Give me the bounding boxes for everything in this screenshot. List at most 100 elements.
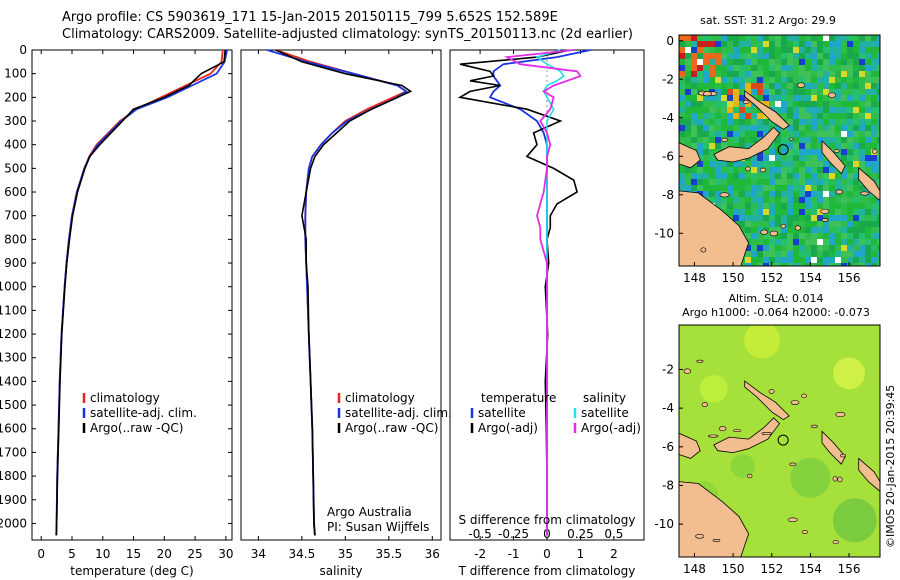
salinity-axis: 34 34.5 35 35.5 36: [251, 50, 440, 561]
landmass: [744, 380, 790, 421]
sst-map: 148 150 152 154 156 0 -2 -4 -6 -8 -10: [654, 34, 881, 285]
y-tick-label: 2000: [0, 516, 27, 530]
sla-map-title: Altim. SLA: 0.014: [728, 292, 823, 305]
legend-label: satellite: [581, 406, 629, 420]
temperature-series: [55, 49, 228, 536]
temperature-panel: 0100200300400500600700800900100011001200…: [0, 43, 644, 578]
legend-label: satellite-adj. clim.: [345, 406, 452, 420]
x-tick-label: 30: [218, 547, 233, 561]
lat-tick-label: -4: [662, 111, 674, 125]
lat-tick-label: 0: [666, 34, 674, 48]
x-tick-label: 0.5: [604, 527, 623, 541]
x-tick-label: 1: [577, 547, 585, 561]
salinity-xlabel: salinity: [319, 564, 362, 578]
y-tick-label: 1700: [0, 445, 27, 459]
lat-tick-label: -2: [662, 72, 674, 86]
pi-label: PI: Susan Wijffels: [327, 520, 429, 534]
y-tick-label: 600: [4, 185, 27, 199]
y-tick-label: 1300: [0, 351, 27, 365]
lon-tick-label: 154: [799, 562, 822, 576]
x-tick-label: -2: [474, 547, 486, 561]
temperature-axes-frame: [31, 49, 233, 541]
x-tick-label: -0.5: [468, 527, 491, 541]
temperature-axis: 0 5 10 15 20 25 30: [37, 50, 233, 561]
landmass: [713, 417, 781, 454]
y-tick-label: 900: [4, 256, 27, 270]
landmass: [858, 457, 880, 492]
climatology-title: Climatology: CARS2009. Satellite-adjuste…: [62, 27, 633, 42]
lon-tick-label: 156: [838, 271, 861, 285]
sst-map-title: sat. SST: 31.2 Argo: 29.9: [700, 14, 836, 27]
lon-tick-label: 152: [760, 271, 783, 285]
x-tick-label: -1: [508, 547, 520, 561]
y-tick-label: 1500: [0, 398, 27, 412]
argo-position-marker: [777, 144, 789, 156]
lon-tick-label: 150: [722, 271, 745, 285]
legend-label: Argo(-adj): [478, 421, 538, 435]
y-tick-label: 1600: [0, 422, 27, 436]
salinity-panel: 34 34.5 35 35.5 36 salinity climatologysatel…: [240, 49, 452, 578]
landmass: [858, 166, 880, 202]
lon-tick-label: 148: [683, 271, 706, 285]
lat-tick-label: -8: [662, 478, 674, 492]
x-tick-label: 25: [187, 547, 202, 561]
landmass: [713, 126, 781, 163]
lat-tick-label: -2: [662, 362, 674, 376]
sst-field: [679, 35, 880, 266]
y-tick-label: 1400: [0, 374, 27, 388]
sst-map-panel: sat. SST: 31.2 Argo: 29.9 148 150 152 154 15…: [654, 14, 881, 285]
lat-tick-label: -8: [662, 188, 674, 202]
y-tick-label: 700: [4, 209, 27, 223]
temperature-xlabel: temperature (deg C): [70, 564, 193, 578]
lat-tick-label: -4: [662, 401, 674, 415]
y-tick-label: 1200: [0, 327, 27, 341]
y-tick-label: 500: [4, 161, 27, 175]
y-tick-label: 1900: [0, 493, 27, 507]
legend-group-temperature: temperature: [481, 391, 556, 405]
x-tick-label: -0.25: [498, 527, 529, 541]
lat-tick-label: -10: [654, 226, 674, 240]
legend-label: Argo(-adj): [581, 421, 641, 435]
y-tick-label: 200: [4, 90, 27, 104]
y-tick-label: 800: [4, 232, 27, 246]
sla-map-panel: Altim. SLA: 0.014 Argo h1000: -0.064 h20…: [654, 292, 881, 576]
x-tick-label: 10: [95, 547, 110, 561]
legend-label: Argo(..raw -QC): [345, 421, 438, 435]
lat-tick-label: -6: [662, 440, 674, 454]
x-tick-label: 15: [126, 547, 141, 561]
y-tick-label: 1000: [0, 280, 27, 294]
y-tick-label: 400: [4, 138, 27, 152]
y-tick-label: 100: [4, 67, 27, 81]
argo-position-marker: [777, 434, 789, 446]
s-difference-label: S difference from climatology: [459, 513, 636, 527]
difference-legend: temperature salinitysatelliteArgo(-adj)sa…: [470, 391, 641, 435]
x-tick-label: 36: [425, 547, 440, 561]
x-tick-label: 0: [543, 547, 551, 561]
sla-map: 148 150 152 154 156 -2 -4 -6 -8 -10: [654, 324, 881, 576]
salinity-axes-frame: [240, 49, 442, 541]
difference-panel: -2 -1 0 1 2 -0.5 -0.25 0 0.25 0.5 T difference f…: [449, 49, 645, 578]
lon-tick-label: 152: [760, 562, 783, 576]
lat-tick-label: -6: [662, 149, 674, 163]
profile-title: Argo profile: CS 5903619_171 15-Jan-2015…: [62, 10, 558, 25]
series-line-salinity-argo-adj-: [503, 49, 582, 536]
landmass: [679, 481, 750, 557]
y-tick-label: 300: [4, 114, 27, 128]
legend-label: satellite: [478, 406, 526, 420]
argo-height-label: Argo h1000: -0.064 h2000: -0.073: [682, 306, 870, 319]
lon-tick-label: 148: [683, 562, 706, 576]
series-line-argo-raw-qc-: [275, 49, 413, 536]
series-line-argo-raw-qc-: [55, 49, 226, 536]
t-difference-xlabel: T difference from climatology: [458, 564, 636, 578]
y-tick-label: 1100: [0, 303, 27, 317]
x-tick-label: 35.5: [375, 547, 402, 561]
landmass: [679, 190, 750, 266]
legend-label: climatology: [90, 391, 160, 405]
x-tick-label: 2: [610, 547, 618, 561]
lon-tick-label: 150: [722, 562, 745, 576]
imos-credit: ©IMOS 20-Jan-2015 20:39:45: [884, 385, 897, 548]
landmass: [821, 139, 846, 175]
